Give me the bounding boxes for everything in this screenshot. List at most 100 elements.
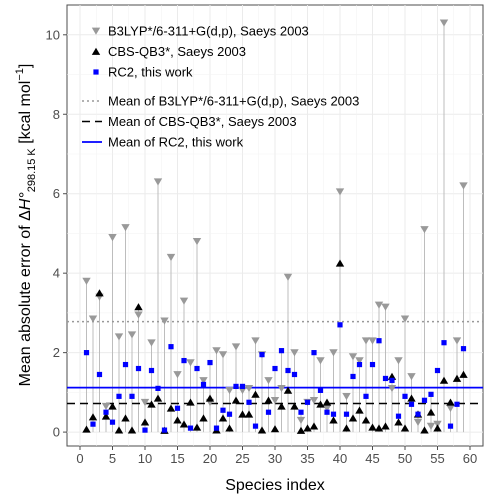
- triangle-down-point: [290, 349, 299, 357]
- square-point: [356, 361, 363, 368]
- y-tick-label: 4: [53, 266, 60, 281]
- triangle-down-point: [218, 351, 228, 359]
- triangle-down-point: [361, 337, 371, 345]
- legend-label-square: RC2, this work: [108, 65, 193, 80]
- triangle-up-point: [296, 426, 306, 434]
- triangle-up-point: [173, 416, 182, 424]
- triangle-up-point: [316, 400, 325, 408]
- triangle-up-point: [381, 422, 390, 430]
- data-markers: [82, 19, 468, 434]
- triangle-down-point: [446, 404, 455, 413]
- y-title-superscript: −1: [14, 68, 26, 81]
- square-point: [174, 405, 181, 411]
- triangle-up-point: [199, 414, 208, 422]
- y-axis-title: Mean absolute error of ΔH°298.15 K [kcal…: [14, 64, 38, 387]
- triangle-up-point: [407, 394, 416, 402]
- square-point: [207, 359, 213, 366]
- triangle-up-point: [361, 416, 371, 424]
- triangle-down-point: [270, 396, 280, 405]
- square-point: [363, 393, 369, 399]
- legend-key-triangle-down: [91, 27, 101, 35]
- triangle-down-point: [231, 343, 241, 351]
- y-title-italic: H°: [17, 192, 34, 211]
- triangle-down-point: [121, 224, 130, 232]
- triangle-down-point: [277, 385, 286, 393]
- triangle-up-point: [322, 398, 332, 406]
- square-point: [122, 361, 129, 368]
- triangle-down-point: [420, 226, 429, 234]
- y-title-unit: [kcal mol: [17, 81, 34, 149]
- square-point: [395, 413, 402, 419]
- legend-label-triangle-down: B3LYP*/6-311+G(d,p), Saeys 2003: [108, 24, 309, 39]
- square-point: [246, 399, 252, 405]
- triangle-up-point: [147, 400, 156, 408]
- triangle-down-point: [192, 238, 202, 246]
- triangle-up-point: [108, 402, 117, 410]
- legend-key-square: [93, 69, 99, 75]
- triangle-down-point: [173, 371, 182, 379]
- x-tick-label: 30: [268, 451, 282, 466]
- triangle-down-point: [413, 418, 423, 426]
- triangle-down-point: [426, 422, 436, 430]
- square-point: [376, 338, 382, 344]
- triangle-up-point: [244, 410, 254, 418]
- square-point: [181, 357, 187, 364]
- triangle-up-point: [257, 426, 267, 434]
- square-point: [239, 383, 246, 390]
- triangle-down-point: [82, 277, 91, 285]
- triangle-up-point: [446, 398, 455, 406]
- triangle-down-point: [452, 337, 462, 345]
- x-tick-label: 55: [430, 451, 444, 466]
- triangle-up-point: [238, 410, 247, 418]
- square-point: [226, 411, 233, 417]
- triangle-up-point: [192, 423, 202, 431]
- triangle-up-point: [368, 423, 377, 431]
- triangle-up-point: [335, 259, 345, 267]
- triangle-up-point: [342, 424, 351, 432]
- triangle-up-point: [218, 414, 228, 422]
- triangle-down-point: [199, 377, 208, 385]
- x-tick-label: 20: [203, 451, 217, 466]
- square-point: [285, 367, 291, 374]
- square-point: [415, 411, 421, 417]
- triangle-up-point: [433, 424, 442, 432]
- triangle-down-point: [374, 301, 384, 309]
- triangle-down-point: [264, 377, 273, 385]
- triangle-up-point: [394, 418, 403, 426]
- square-point: [220, 407, 226, 413]
- x-tick-label: 0: [76, 451, 83, 466]
- y-title-close: ]: [17, 64, 34, 68]
- y-tick-label: 6: [53, 186, 60, 201]
- square-point: [272, 365, 278, 372]
- triangle-up-point: [270, 425, 280, 433]
- square-point: [96, 371, 103, 378]
- triangle-down-point: [186, 359, 195, 367]
- triangle-up-point: [290, 402, 299, 410]
- triangle-down-point: [296, 416, 306, 424]
- triangle-up-point: [400, 424, 410, 432]
- legend-label-dotted: Mean of B3LYP*/6-311+G(d,p), Saeys 2003: [108, 94, 359, 109]
- triangle-up-point: [134, 303, 143, 311]
- square-point: [408, 401, 415, 407]
- legend-label-dashed: Mean of CBS-QB3*, Saeys 2003: [108, 114, 297, 129]
- triangle-up-point: [283, 386, 293, 394]
- y-tick-label: 10: [46, 27, 60, 42]
- square-point: [337, 322, 343, 328]
- triangle-down-point: [108, 234, 117, 242]
- triangle-down-point: [225, 387, 234, 395]
- triangle-down-point: [153, 178, 163, 186]
- triangle-down-point: [335, 188, 345, 196]
- triangle-down-point: [387, 385, 397, 393]
- square-point: [83, 350, 90, 356]
- triangle-up-point: [374, 424, 384, 432]
- triangle-up-point: [355, 406, 364, 414]
- triangle-up-point: [264, 396, 273, 404]
- y-tick-label: 2: [53, 345, 60, 360]
- square-point: [200, 381, 207, 388]
- square-point: [382, 375, 389, 382]
- triangle-up-point: [114, 426, 124, 434]
- triangle-up-point: [179, 420, 189, 428]
- triangle-up-point: [153, 394, 163, 402]
- square-point: [109, 419, 116, 425]
